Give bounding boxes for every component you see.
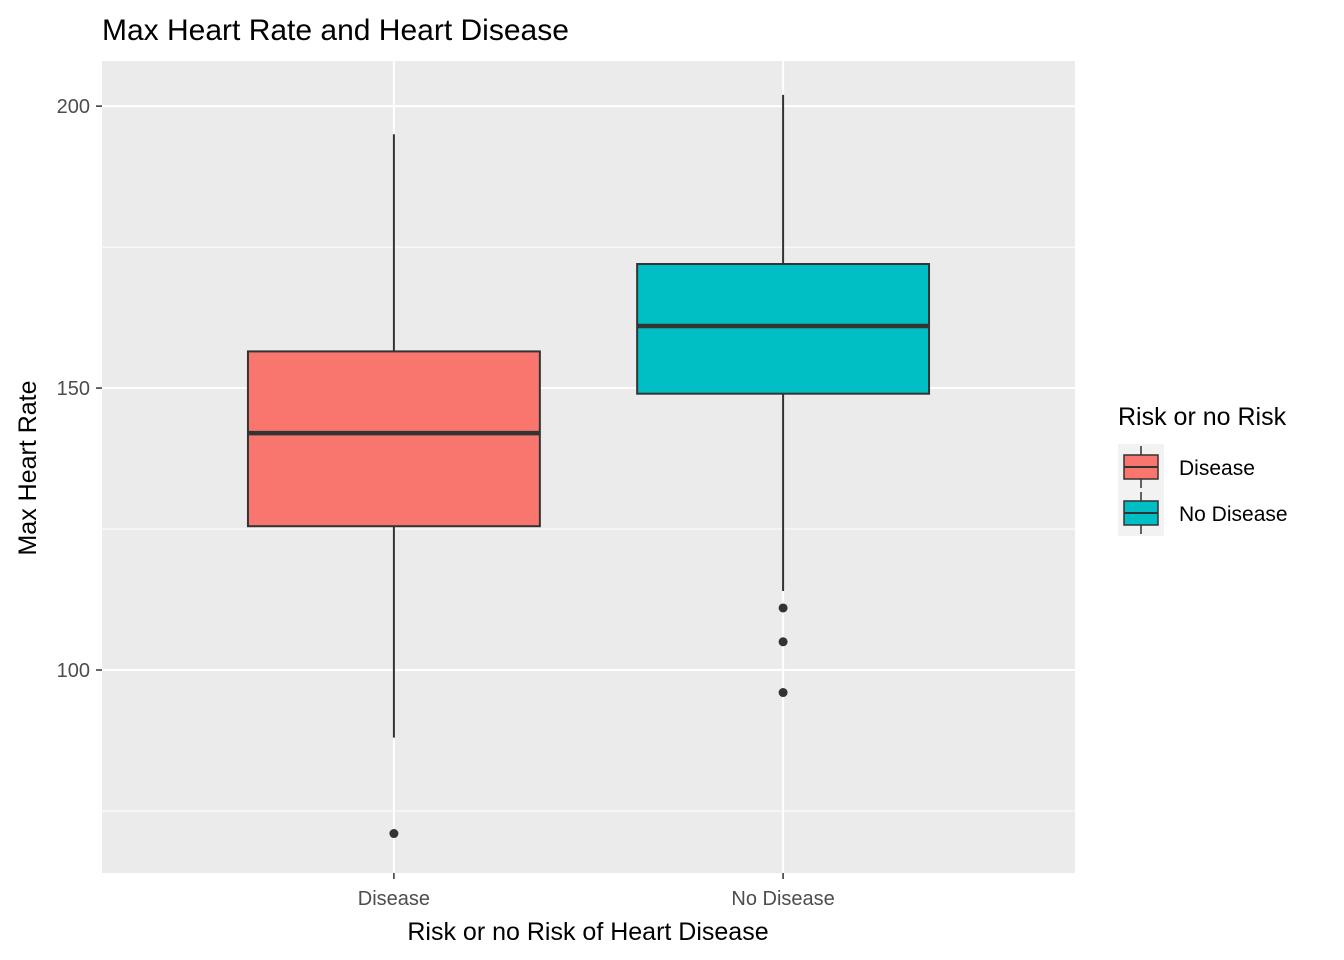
x-axis-title: Risk or no Risk of Heart Disease: [407, 918, 768, 946]
x-tick-label: Disease: [358, 888, 430, 910]
box-iqr: [246, 350, 541, 528]
outlier-point: [778, 603, 788, 613]
box-series: [246, 94, 931, 839]
outlier-point: [778, 637, 788, 647]
chart-title: Max Heart Rate and Heart Disease: [102, 14, 569, 47]
outlier-point: [389, 829, 399, 839]
y-axis: 100 150 200: [57, 96, 102, 682]
box-no-disease: [636, 94, 931, 698]
box-iqr: [636, 263, 931, 395]
legend: Risk or no Risk Disease No Disease: [1118, 403, 1288, 536]
legend-label: Disease: [1179, 457, 1255, 480]
y-tick-label: 200: [57, 96, 90, 118]
outlier-point: [778, 688, 788, 698]
y-tick-label: 100: [57, 660, 90, 682]
box-disease: [246, 134, 541, 839]
minor-gridlines: [102, 246, 1075, 812]
x-axis: Disease No Disease: [358, 873, 835, 910]
x-tick-label: No Disease: [731, 888, 834, 910]
y-axis-title: Max Heart Rate: [14, 380, 42, 555]
legend-label: No Disease: [1179, 503, 1288, 526]
y-tick-label: 150: [57, 378, 90, 400]
legend-title: Risk or no Risk: [1118, 403, 1287, 431]
